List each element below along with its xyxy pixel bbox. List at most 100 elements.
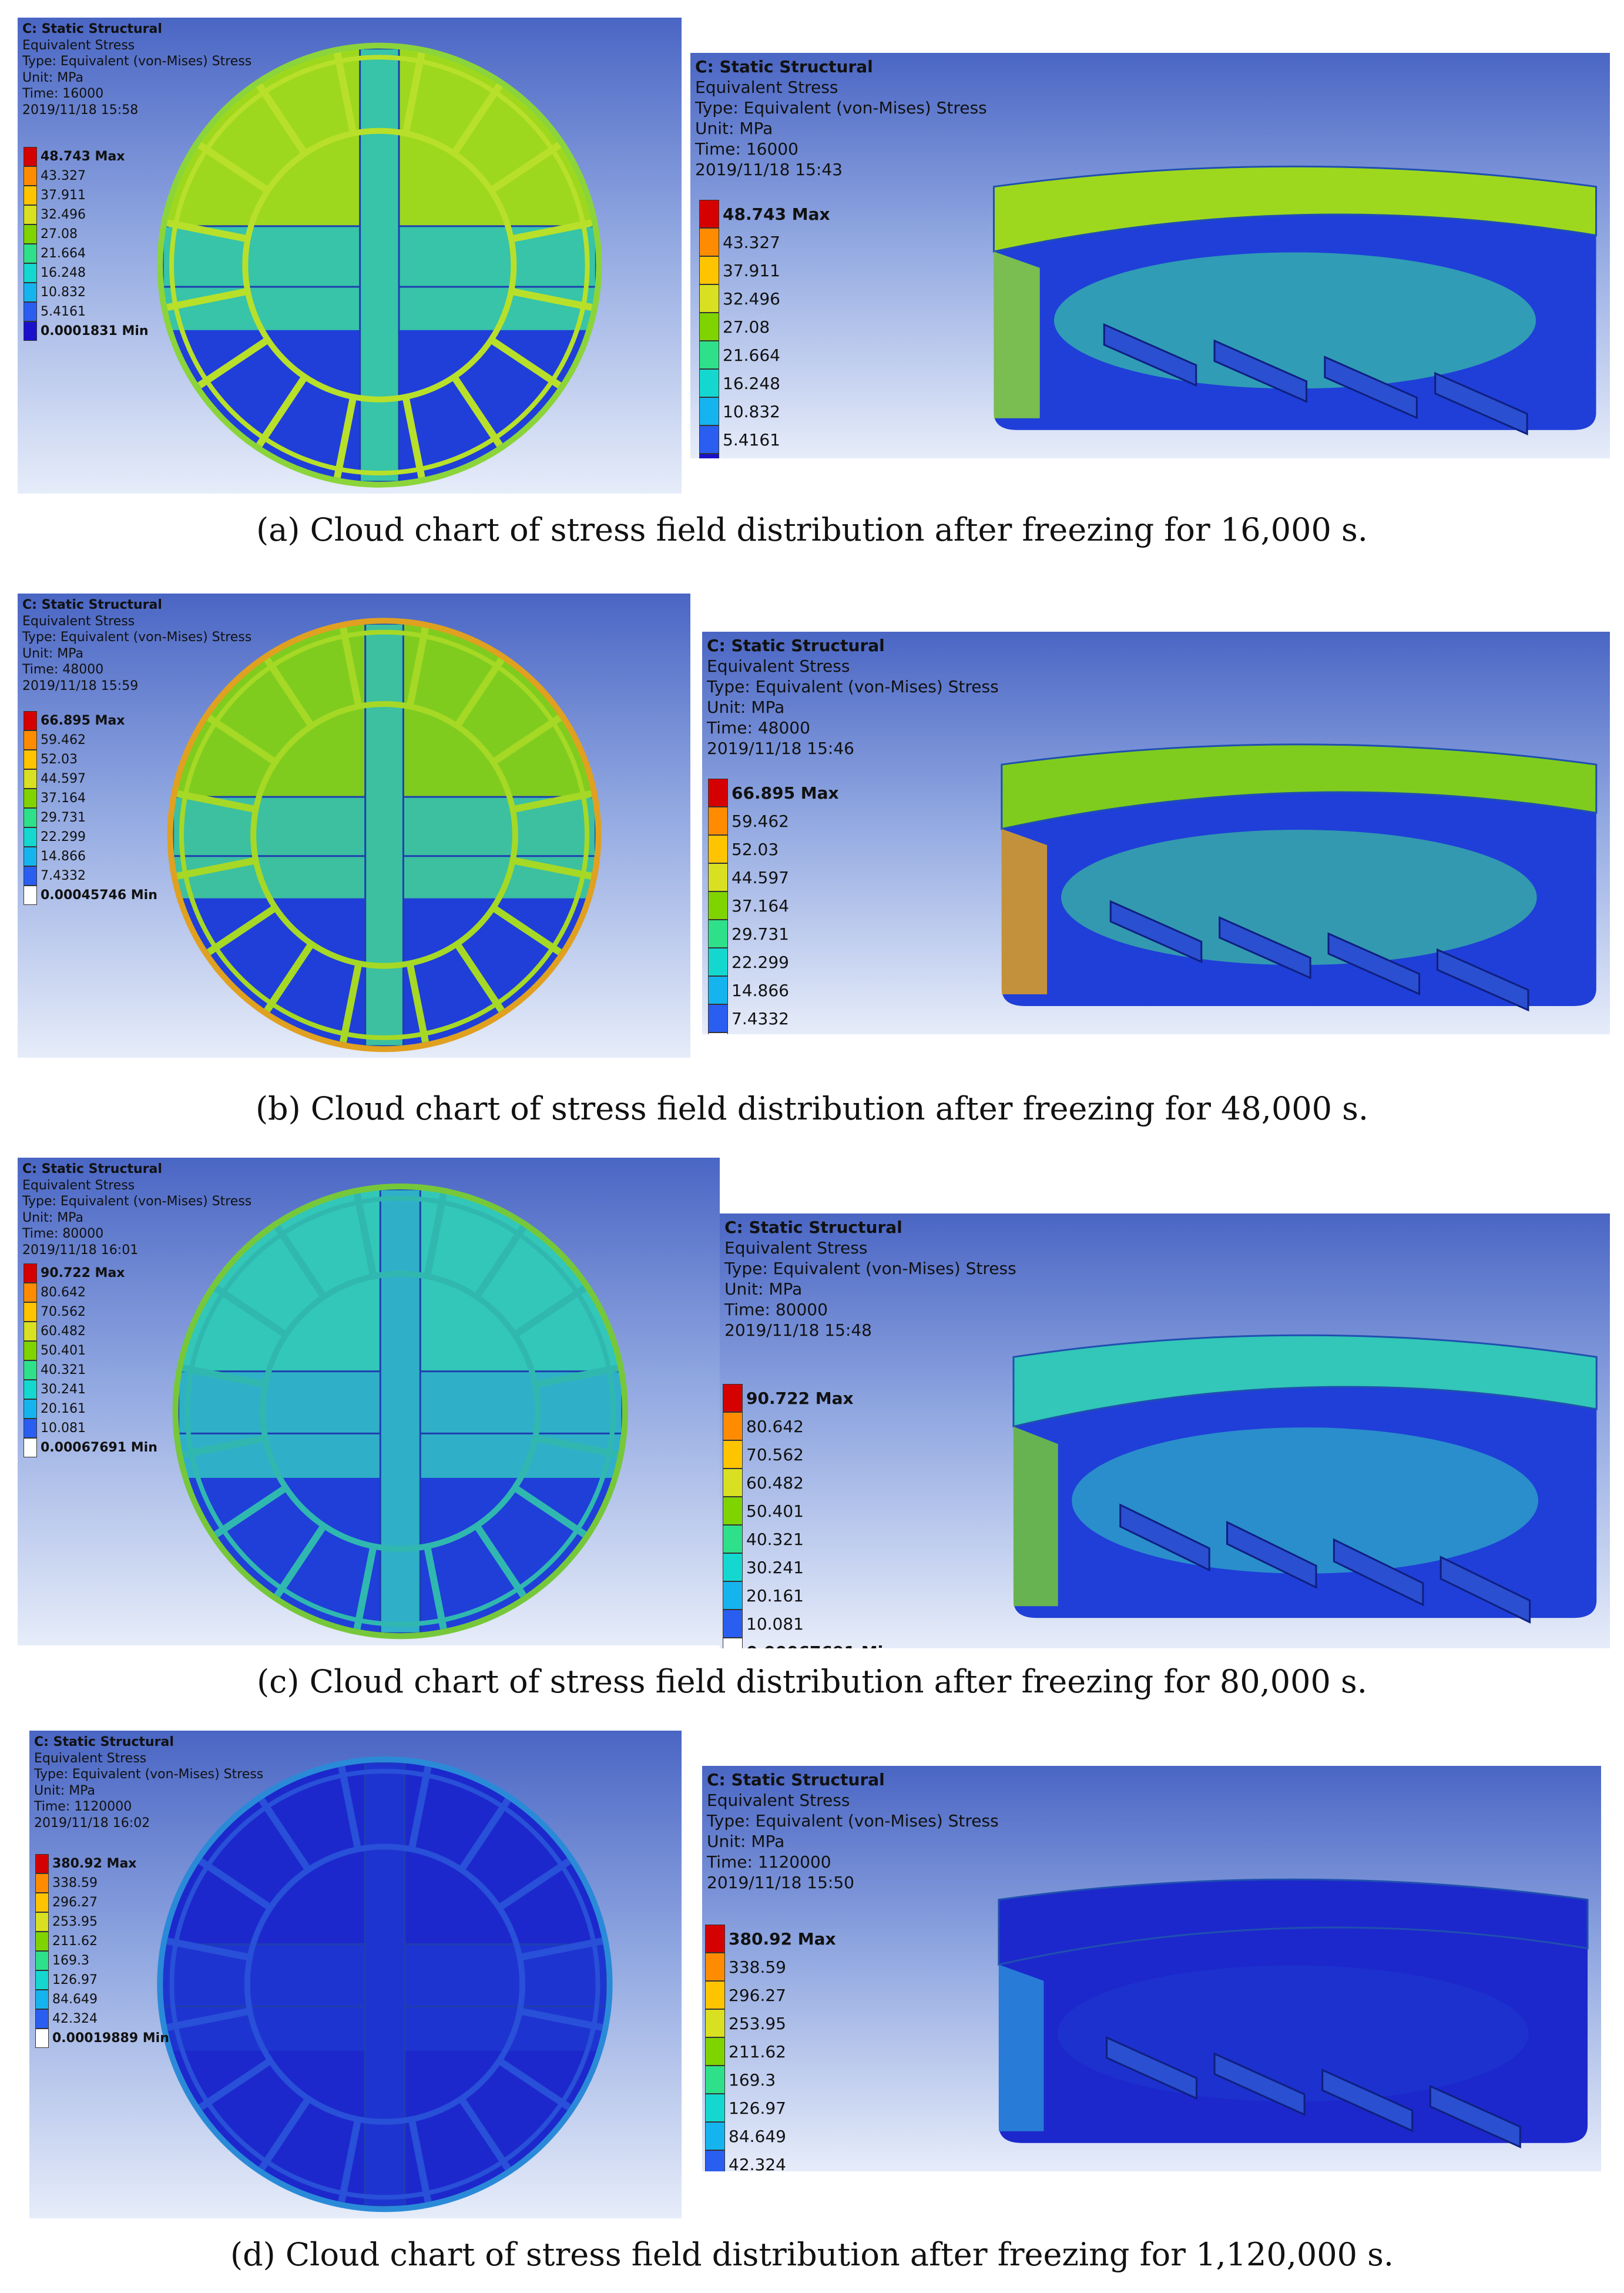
legend-swatch	[705, 1925, 725, 1953]
tank-rim	[1012, 1334, 1598, 1428]
stress-legend: 48.743 Max 43.327 37.911 32.496 27.08 21.664 1…	[24, 147, 149, 341]
support-beam	[1109, 900, 1203, 964]
legend-value-label: 37.911	[41, 188, 86, 203]
legend-swatch	[699, 228, 719, 256]
legend-value-label: 50.401	[41, 1343, 86, 1358]
legend-value-label: 29.731	[732, 924, 789, 944]
legend-max-label: 66.895 Max	[732, 783, 839, 803]
legend-swatch	[705, 2094, 725, 2122]
stress-legend: 66.895 Max 59.462 52.03 44.597 37.164 29.731 2…	[708, 779, 880, 1034]
legend-swatch	[24, 1438, 37, 1457]
radial-rib	[402, 52, 425, 135]
support-beam	[1119, 1503, 1210, 1572]
legend-max-label: 66.895 Max	[41, 713, 125, 728]
radial-rib	[206, 715, 278, 765]
legend-swatch	[35, 1854, 49, 1873]
legend-value-label: 80.642	[746, 1416, 804, 1436]
legend-swatch	[24, 730, 37, 750]
legend-value-label: 80.642	[41, 1285, 86, 1300]
support-beam	[1434, 371, 1528, 435]
legend-swatch	[699, 256, 719, 284]
radial-rib	[182, 1434, 266, 1459]
tank-rim	[1001, 743, 1598, 830]
legend-swatch	[35, 1951, 49, 1970]
legend-value-label: 44.597	[41, 772, 86, 786]
result-info-line: 2019/11/18 15:43	[695, 160, 843, 179]
result-info-line: Equivalent Stress	[707, 1791, 850, 1810]
legend-value-label: 7.4332	[732, 1008, 789, 1028]
radial-rib	[213, 1285, 288, 1338]
support-beam	[1226, 1520, 1317, 1589]
legend-swatch	[708, 920, 728, 948]
result-info-line: Type: Equivalent (von-Mises) Stress	[707, 1811, 999, 1831]
analysis-title: C: Static Structural	[724, 1218, 902, 1237]
legend-value-label: 84.649	[52, 1992, 98, 2007]
tank-stress-panel: C: Static Structural Equivalent Stress Typ…	[690, 53, 1610, 458]
tank-stress-panel: C: Static Structural Equivalent Stress Typ…	[720, 1213, 1610, 1648]
legend-value-label: 50.401	[746, 1501, 804, 1521]
radial-rib	[256, 83, 308, 156]
legend-value-label: 21.664	[41, 246, 86, 261]
result-info-line: Unit: MPa	[22, 70, 83, 85]
result-info-line: Type: Equivalent (von-Mises) Stress	[695, 98, 987, 118]
legend-min-label: 0.00067691 Min	[746, 1642, 895, 1649]
stress-legend: 48.743 Max 43.327 37.911 32.496 27.08 21.664 1…	[699, 200, 860, 458]
legend-swatch	[24, 302, 37, 321]
figure-caption: (c) Cloud chart of stress field distribu…	[257, 1663, 1367, 1700]
radial-rib	[454, 657, 505, 728]
legend-value-label: 253.95	[52, 1915, 98, 1929]
legend-value-label: 14.866	[41, 849, 86, 864]
legend-swatch	[24, 1302, 37, 1322]
tank-wall	[1001, 829, 1048, 995]
legend-swatch	[723, 1384, 743, 1412]
result-info-line: Type: Equivalent (von-Mises) Stress	[707, 677, 999, 696]
legend-swatch	[24, 263, 37, 283]
legend-swatch	[24, 166, 37, 186]
legend-swatch	[35, 1932, 49, 1951]
result-info-line: Time: 80000	[724, 1300, 828, 1319]
analysis-title: C: Static Structural	[695, 57, 873, 76]
radial-rib	[512, 857, 592, 880]
radial-rib	[451, 83, 503, 156]
result-info-line: Equivalent Stress	[22, 614, 135, 629]
result-info: C: Static Structural Equivalent Stress Typ…	[22, 1161, 251, 1258]
radial-rib	[491, 904, 562, 956]
result-info: C: Static Structural Equivalent Stress Typ…	[724, 1217, 1016, 1340]
legend-value-label: 169.3	[729, 2070, 776, 2090]
disc-model	[172, 1183, 628, 1640]
support-beam	[1324, 356, 1418, 420]
legend-swatch	[35, 1873, 49, 1893]
radial-rib	[474, 1523, 527, 1598]
stress-legend: 380.92 Max 338.59 296.27 253.95 211.62 169.3 1…	[35, 1854, 169, 2048]
legend-value-label: 10.832	[723, 401, 780, 421]
legend-swatch	[705, 2037, 725, 2066]
legend-min-label: 0.00067691 Min	[41, 1440, 157, 1455]
radial-rib	[259, 2096, 311, 2171]
radial-rib	[489, 337, 562, 388]
tank-model	[998, 1878, 1589, 2148]
radial-rib	[274, 1523, 327, 1598]
legend-swatch	[708, 976, 728, 1004]
figure-caption: (a) Cloud chart of stress field distribu…	[256, 511, 1368, 548]
legend-value-label: 27.08	[41, 227, 78, 242]
legend-swatch	[24, 1283, 37, 1302]
legend-value-label: 5.4161	[723, 430, 780, 450]
support-beam	[1440, 1556, 1531, 1624]
radial-rib	[406, 627, 430, 708]
result-info-line: Unit: MPa	[724, 1279, 803, 1299]
analysis-title: C: Static Structural	[707, 1770, 885, 1789]
legend-swatch	[705, 1953, 725, 1981]
result-info: C: Static Structural Equivalent Stress Typ…	[707, 1769, 999, 1893]
radial-rib	[458, 1798, 511, 1872]
disc-stress-panel: C: Static Structural Equivalent Stress Typ…	[29, 1731, 682, 2218]
result-info-line: Type: Equivalent (von-Mises) Stress	[22, 630, 252, 645]
radial-rib	[512, 790, 592, 813]
stress-legend: 66.895 Max 59.462 52.03 44.597 37.164 29.731 2…	[24, 711, 157, 905]
radial-rib	[451, 374, 503, 447]
legend-swatch	[24, 147, 37, 166]
radial-rib	[408, 2118, 432, 2203]
support-beam	[1327, 932, 1421, 995]
tank-floor-zone	[1072, 1427, 1539, 1574]
legend-max-label: 90.722 Max	[746, 1388, 854, 1408]
legend-value-label: 84.649	[729, 2126, 786, 2146]
